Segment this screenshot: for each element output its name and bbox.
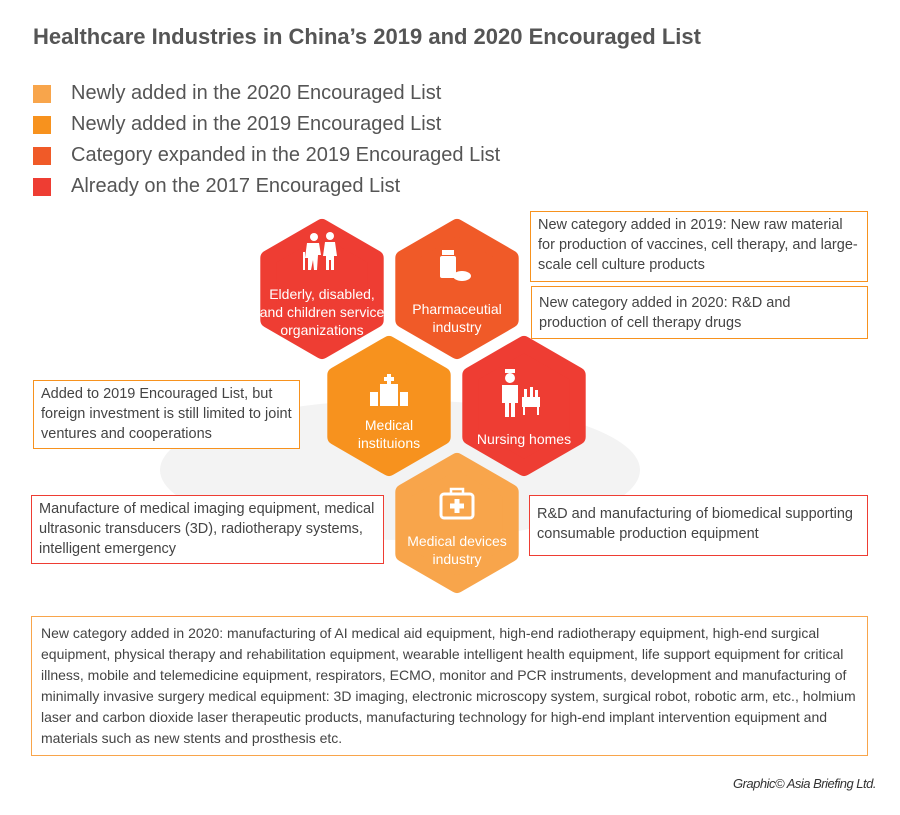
note-devices-2020: New category added in 2020: manufacturin… [31, 616, 868, 756]
legend-item: Category expanded in the 2019 Encouraged… [33, 140, 500, 171]
hexagon-label-medical-devices: Medical devices industry [407, 533, 507, 567]
legend: Newly added in the 2020 Encouraged List … [33, 78, 500, 202]
hexagon-label-elderly: Elderly, disabled, and children service … [259, 286, 385, 338]
hospital-icon [370, 374, 408, 406]
note-medical-institutions: Added to 2019 Encouraged List, but forei… [33, 380, 300, 449]
nurse-icon [502, 369, 540, 417]
hexagon-label-pharmaceutical: Pharmaceutial industry [412, 301, 502, 335]
legend-swatch [33, 177, 51, 196]
note-pharma-2020: New category added in 2020: R&D and prod… [531, 286, 868, 339]
note-devices-left: Manufacture of medical imaging equipment… [31, 495, 384, 564]
legend-item: Already on the 2017 Encouraged List [33, 171, 500, 202]
legend-label: Category expanded in the 2019 Encouraged… [71, 144, 501, 166]
elderly-care-icon [303, 232, 337, 270]
legend-swatch [33, 84, 51, 103]
legend-swatch [33, 115, 51, 134]
hexagon-medical-devices [395, 453, 519, 593]
credit: Graphic© Asia Briefing Ltd. [732, 776, 877, 791]
hexagon-elderly [260, 219, 384, 359]
legend-item: Newly added in the 2020 Encouraged List [33, 78, 500, 109]
legend-label: Newly added in the 2019 Encouraged List [71, 113, 442, 135]
legend-label: Already on the 2017 Encouraged List [71, 175, 401, 197]
legend-swatch [33, 146, 51, 165]
hexagon-pharmaceutical [395, 219, 519, 359]
hexagon-label-medical-institutions: Medical instituions [357, 417, 421, 451]
medicine-bottle-icon [440, 250, 471, 281]
first-aid-kit-icon [439, 487, 475, 520]
legend-item: Newly added in the 2019 Encouraged List [33, 109, 500, 140]
page-title: Healthcare Industries in China’s 2019 an… [33, 24, 701, 49]
hexagon-label-nursing-homes: Nursing homes [476, 431, 572, 447]
legend-label: Newly added in the 2020 Encouraged List [71, 82, 442, 104]
note-devices-right: R&D and manufacturing of biomedical supp… [529, 495, 868, 556]
note-pharma-2019: New category added in 2019: New raw mate… [530, 211, 868, 282]
